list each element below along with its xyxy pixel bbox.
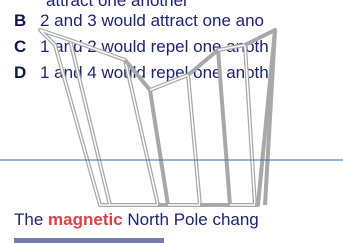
footer-highlight: magnetic	[48, 210, 123, 229]
footer-part: The	[14, 210, 43, 229]
slide: attract one another B 2 and 3 would attr…	[0, 0, 343, 243]
option-text: 2 and 3 would attract one ano	[40, 11, 264, 30]
cut-line	[14, 238, 164, 243]
option-letter: C	[14, 37, 26, 56]
footer-text: The magnetic North Pole chang	[14, 210, 259, 229]
answer-line: attract one another	[46, 0, 189, 10]
footer-part: North Pole chang	[127, 210, 258, 229]
option-letter: B	[14, 11, 26, 30]
option-letter: D	[14, 63, 26, 82]
